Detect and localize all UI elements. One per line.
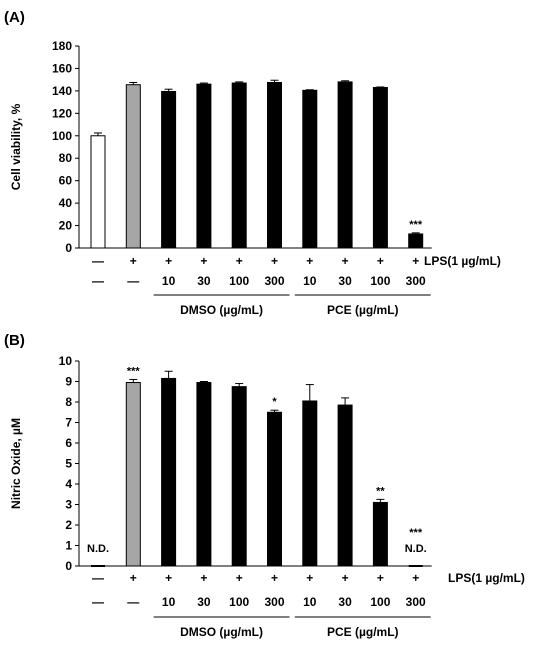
- significance-label: **: [376, 485, 385, 497]
- group-label: DMSO (µg/mL): [180, 625, 263, 639]
- y-axis-title: Cell viability, %: [9, 103, 23, 190]
- panel-label: (A): [4, 9, 25, 26]
- nd-label: N.D.: [405, 543, 427, 555]
- significance-label: N.D.: [87, 543, 109, 555]
- y-tick-label: 8: [65, 395, 72, 409]
- y-tick-label: 80: [59, 151, 73, 165]
- panel-label: (B): [4, 332, 25, 349]
- y-tick-label: 180: [52, 39, 72, 53]
- bar: [408, 233, 424, 249]
- significance-label: ***: [409, 219, 423, 231]
- group-label: DMSO (µg/mL): [180, 303, 263, 317]
- bar: [267, 411, 282, 567]
- bar: [125, 382, 141, 567]
- lps-treatment-label: +: [130, 571, 137, 585]
- concentration-label: 300: [406, 274, 426, 288]
- lps-treatment-label: +: [412, 571, 419, 585]
- y-tick-label: 10: [59, 354, 73, 368]
- bar: [161, 377, 177, 567]
- concentration-label: —: [92, 274, 104, 288]
- concentration-label: 10: [303, 274, 317, 288]
- y-tick-label: 60: [59, 174, 73, 188]
- bar: [372, 87, 388, 249]
- lps-treatment-label: +: [236, 254, 243, 268]
- concentration-label: 100: [229, 595, 249, 609]
- bar: [125, 84, 141, 249]
- concentration-label: —: [127, 595, 139, 609]
- concentration-label: 300: [264, 595, 284, 609]
- lps-treatment-label: +: [306, 254, 313, 268]
- y-tick-label: 160: [52, 61, 72, 75]
- y-tick-label: 100: [52, 129, 72, 143]
- y-tick-label: 0: [65, 559, 72, 573]
- y-tick-label: 7: [65, 416, 72, 430]
- lps-treatment-label: +: [165, 254, 172, 268]
- lps-treatment-label: +: [412, 254, 419, 268]
- significance-label: ***: [127, 365, 141, 377]
- concentration-label: —: [127, 274, 139, 288]
- lps-treatment-label: +: [342, 254, 349, 268]
- concentration-label: 30: [197, 595, 211, 609]
- concentration-label: 10: [162, 274, 176, 288]
- bar: [196, 382, 212, 567]
- panel-a-cell-viability: (A) Cell viability, % 0 20 40 60 80 100 120 140 16…: [4, 9, 501, 317]
- concentration-label: —: [92, 595, 104, 609]
- group-label: PCE (µg/mL): [327, 303, 399, 317]
- concentration-label: 10: [303, 595, 317, 609]
- y-tick-label: 9: [65, 375, 72, 389]
- bar: [337, 404, 353, 567]
- lps-treatment-label: +: [271, 254, 278, 268]
- concentration-label: 30: [338, 274, 352, 288]
- y-tick-label: 120: [52, 106, 72, 120]
- y-axis-title: Nitric Oxide, µM: [9, 418, 23, 509]
- y-tick-label: 2: [65, 518, 72, 532]
- concentration-label: 10: [162, 595, 176, 609]
- y-tick-label: 20: [59, 219, 73, 233]
- panel-b-nitric-oxide: (B)Nitric Oxide, µM012345678910N.D.*****…: [4, 332, 525, 639]
- concentration-label: 30: [338, 595, 352, 609]
- y-tick-label: 4: [65, 477, 72, 491]
- lps-treatment-label: +: [236, 571, 243, 585]
- y-tick-label: 0: [65, 241, 72, 255]
- lps-row-label: LPS(1 µg/mL): [424, 254, 501, 268]
- y-tick-label: 3: [65, 498, 72, 512]
- y-tick-label: 6: [65, 436, 72, 450]
- lps-treatment-label: +: [377, 254, 384, 268]
- bar: [231, 82, 247, 249]
- lps-treatment-label: +: [200, 571, 207, 585]
- concentration-label: 300: [264, 274, 284, 288]
- significance-label: ***: [409, 527, 423, 539]
- lps-row-label: LPS(1 µg/mL): [448, 571, 525, 585]
- lps-treatment-label: +: [130, 254, 137, 268]
- concentration-label: 30: [197, 274, 211, 288]
- y-tick-label: 5: [65, 457, 72, 471]
- bar: [372, 501, 388, 567]
- y-tick-label: 1: [65, 539, 72, 553]
- bar: [161, 90, 177, 249]
- lps-treatment-label: +: [306, 571, 313, 585]
- lps-treatment-label: +: [200, 254, 207, 268]
- concentration-label: 100: [229, 274, 249, 288]
- lps-treatment-label: —: [92, 254, 104, 268]
- significance-label: *: [272, 396, 277, 408]
- lps-treatment-label: +: [271, 571, 278, 585]
- group-label: PCE (µg/mL): [327, 625, 399, 639]
- lps-treatment-label: +: [377, 571, 384, 585]
- y-tick-label: 40: [59, 196, 73, 210]
- concentration-label: 100: [370, 595, 390, 609]
- bar: [302, 89, 318, 249]
- y-tick-label: 140: [52, 84, 72, 98]
- bar: [90, 135, 106, 249]
- bar: [337, 81, 353, 249]
- concentration-label: 300: [406, 595, 426, 609]
- bar: [302, 400, 318, 567]
- concentration-label: 100: [370, 274, 390, 288]
- bar: [267, 81, 282, 249]
- lps-treatment-label: +: [165, 571, 172, 585]
- lps-treatment-label: —: [92, 571, 104, 585]
- bar: [231, 386, 247, 567]
- bar: [196, 83, 212, 249]
- lps-treatment-label: +: [342, 571, 349, 585]
